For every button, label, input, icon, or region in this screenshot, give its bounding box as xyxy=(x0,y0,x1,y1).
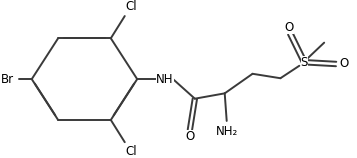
Text: O: O xyxy=(185,131,195,143)
Text: Cl: Cl xyxy=(125,0,136,13)
Text: S: S xyxy=(301,56,308,69)
Text: NH: NH xyxy=(156,73,174,86)
Text: NH₂: NH₂ xyxy=(216,125,238,138)
Text: O: O xyxy=(285,21,294,34)
Text: Cl: Cl xyxy=(125,146,136,158)
Text: Br: Br xyxy=(1,73,14,86)
Text: O: O xyxy=(340,58,349,70)
